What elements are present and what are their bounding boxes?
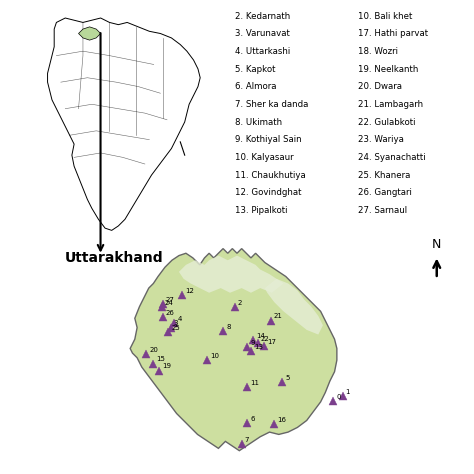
Text: 8: 8 [226,324,230,330]
Polygon shape [79,27,100,40]
Text: 11. Chaukhutiya: 11. Chaukhutiya [235,171,306,180]
Text: 4: 4 [177,316,182,322]
Text: 3: 3 [174,320,178,327]
Text: 23. Wariya: 23. Wariya [358,135,404,144]
Text: 5. Kapkot: 5. Kapkot [235,64,275,73]
Text: 6: 6 [250,416,255,422]
Text: 5: 5 [285,375,290,381]
Text: 9: 9 [250,340,255,346]
Text: 12: 12 [185,288,194,294]
Text: 17. Hathi parvat: 17. Hathi parvat [358,29,428,38]
Text: 26. Gangtari: 26. Gangtari [358,188,412,197]
Text: 13: 13 [254,344,263,350]
Text: 10: 10 [210,353,219,359]
Text: 21: 21 [273,313,283,319]
Text: 2: 2 [237,300,242,306]
Text: N: N [432,238,441,251]
Text: 19. Neelkanth: 19. Neelkanth [358,64,419,73]
Text: 6. Almora: 6. Almora [235,82,276,91]
Text: 19: 19 [162,364,171,369]
Text: 20. Dwara: 20. Dwara [358,82,402,91]
Text: 13. Pipalkoti: 13. Pipalkoti [235,206,287,215]
Text: 12. Govindghat: 12. Govindghat [235,188,301,197]
Text: 27. Sarnaul: 27. Sarnaul [358,206,407,215]
Text: 21. Lambagarh: 21. Lambagarh [358,100,423,109]
Text: 27: 27 [166,297,174,303]
Text: 3. Varunavat: 3. Varunavat [235,29,290,38]
Text: 25: 25 [172,325,180,331]
Text: 1: 1 [346,389,350,395]
Text: 18. Wozri: 18. Wozri [358,47,398,56]
Text: 8. Ukimath: 8. Ukimath [235,118,282,127]
Text: 11: 11 [250,380,259,386]
Text: 4. Uttarkashi: 4. Uttarkashi [235,47,290,56]
Text: 16: 16 [277,417,286,423]
Text: 22. Gulabkoti: 22. Gulabkoti [358,118,416,127]
Text: 24. Syanachatti: 24. Syanachatti [358,153,426,162]
Polygon shape [47,18,200,230]
Text: 14: 14 [256,333,265,339]
Polygon shape [179,255,283,293]
Text: Uttarakhand: Uttarakhand [65,251,164,265]
Text: 17: 17 [267,339,276,345]
Polygon shape [130,248,337,451]
Text: 25. Khanera: 25. Khanera [358,171,410,180]
Text: 20: 20 [149,347,158,353]
Text: 15: 15 [156,356,165,363]
Text: 2. Kedarnath: 2. Kedarnath [235,12,290,21]
Text: 0: 0 [337,393,341,400]
Text: 9. Kothiyal Sain: 9. Kothiyal Sain [235,135,301,144]
Text: 10. Bali khet: 10. Bali khet [358,12,412,21]
Text: 7: 7 [245,437,249,443]
Text: 24: 24 [164,300,173,306]
Text: 22: 22 [261,336,270,341]
Text: 10. Kalyasaur: 10. Kalyasaur [235,153,293,162]
Polygon shape [265,279,323,335]
Text: 26: 26 [166,310,174,316]
Text: 7. Sher ka danda: 7. Sher ka danda [235,100,308,109]
